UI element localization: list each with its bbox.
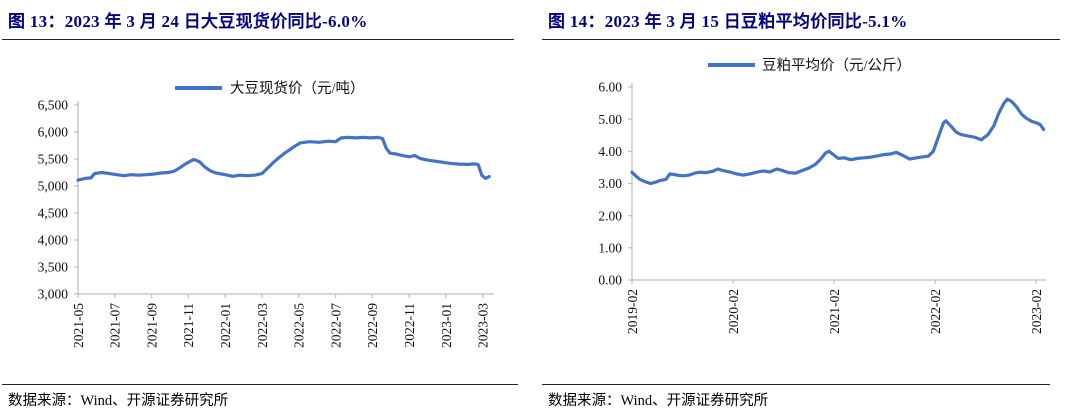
y-tick-label: 4,000 bbox=[38, 233, 69, 248]
y-tick-label: 5,500 bbox=[38, 152, 69, 167]
y-tick-label: 2.00 bbox=[598, 208, 622, 223]
x-tick-label: 2022-02 bbox=[928, 289, 943, 334]
x-tick-label: 2022-09 bbox=[365, 303, 380, 348]
x-tick-label: 2022-05 bbox=[292, 303, 307, 348]
figure-13-source-divider bbox=[2, 384, 518, 385]
figure-13-panel: 图 13：2023 年 3 月 24 日大豆现货价同比-6.0% 3,000 3,… bbox=[0, 0, 532, 419]
y-tick-label: 4.00 bbox=[598, 144, 622, 159]
soybean-spot-price-chart: 3,000 3,500 4,000 4,500 5,000 5,500 6,000 6,500… bbox=[38, 80, 494, 348]
legend-label: 豆粕平均价（元/公斤） bbox=[762, 57, 911, 74]
y-tick-label: 6,000 bbox=[38, 125, 69, 140]
figure-13-title: 图 13：2023 年 3 月 24 日大豆现货价同比-6.0% bbox=[8, 12, 368, 31]
y-tick-label: 3,500 bbox=[38, 260, 69, 275]
x-tick-label: 2022-03 bbox=[255, 303, 270, 348]
x-tick-label: 2023-02 bbox=[1029, 289, 1044, 334]
legend-label: 大豆现货价（元/吨） bbox=[230, 80, 365, 97]
figure-14-title: 图 14：2023 年 3 月 15 日豆粕平均价同比-5.1% bbox=[548, 12, 908, 31]
x-tick-label: 2021-11 bbox=[181, 303, 196, 348]
y-tick-label: 4,500 bbox=[38, 206, 69, 221]
x-tick-label: 2023-03 bbox=[476, 303, 491, 348]
x-tick-label: 2021-05 bbox=[71, 303, 86, 348]
y-tick-label: 5.00 bbox=[598, 112, 622, 127]
x-tick-label: 2019-02 bbox=[625, 289, 640, 334]
y-tick-label: 6.00 bbox=[598, 80, 622, 95]
y-tick-label: 3,000 bbox=[38, 287, 69, 302]
figure-14-source-divider bbox=[542, 384, 1050, 385]
x-tick-label: 2021-09 bbox=[144, 303, 159, 348]
figure-14-panel: 图 14：2023 年 3 月 15 日豆粕平均价同比-5.1% 0.00 1.0… bbox=[540, 0, 1080, 419]
x-tick-label: 2021-07 bbox=[108, 303, 123, 348]
y-tick-label: 0.00 bbox=[598, 273, 622, 288]
y-tick-label: 6,500 bbox=[38, 98, 69, 113]
figure-13-title-underline bbox=[2, 39, 514, 40]
y-tick-label: 5,000 bbox=[38, 179, 69, 194]
figure-14-data-source: 数据来源：Wind、开源证券研究所 bbox=[548, 393, 769, 409]
figure-13-data-source: 数据来源：Wind、开源证券研究所 bbox=[8, 393, 229, 409]
price-line bbox=[630, 97, 1046, 186]
price-line bbox=[76, 135, 491, 182]
y-tick-label: 3.00 bbox=[598, 176, 622, 191]
x-tick-label: 2021-02 bbox=[827, 289, 842, 334]
x-tick-label: 2020-02 bbox=[726, 289, 741, 334]
x-tick-label: 2022-07 bbox=[328, 303, 343, 348]
x-tick-label: 2022-11 bbox=[402, 303, 417, 348]
y-tick-label: 1.00 bbox=[598, 240, 622, 255]
x-tick-label: 2023-01 bbox=[439, 303, 454, 348]
soybean-meal-price-chart: 0.00 1.00 2.00 3.00 4.00 5.00 6.00 2019-02 2020-… bbox=[598, 57, 1046, 334]
figure-14-title-underline bbox=[542, 39, 1060, 40]
x-tick-label: 2022-01 bbox=[218, 303, 233, 348]
